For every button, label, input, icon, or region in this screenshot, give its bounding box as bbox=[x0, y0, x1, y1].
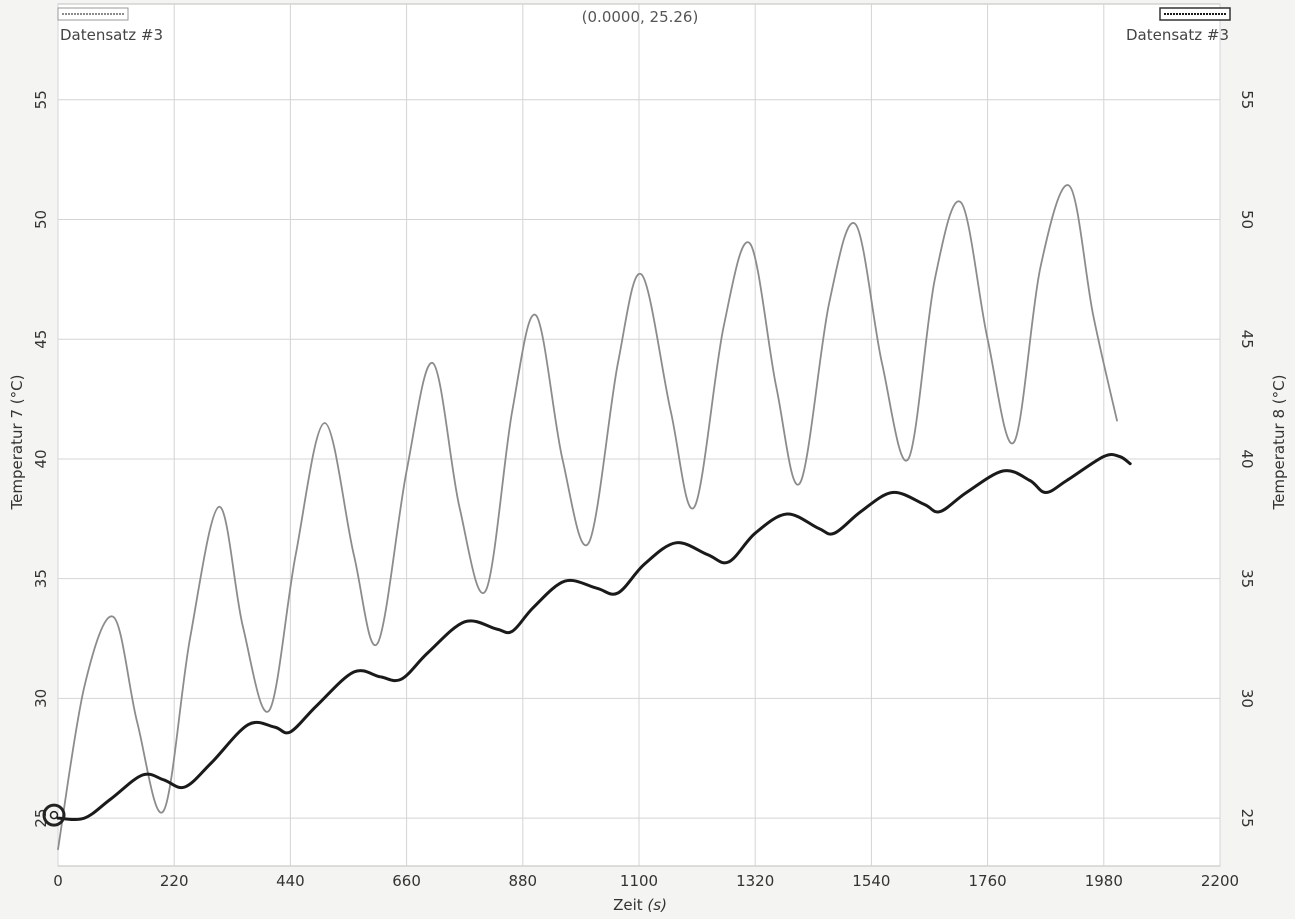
series-group bbox=[56, 184, 1132, 851]
legend-right-label: Datensatz #3 bbox=[1126, 26, 1229, 44]
x-tick-label: 2200 bbox=[1201, 872, 1239, 890]
x-axis-title: Zeit (s) bbox=[613, 896, 667, 914]
x-axis-unit: (s) bbox=[647, 896, 667, 914]
series-line-temperatur-7 bbox=[57, 184, 1118, 851]
x-tick-label: 660 bbox=[392, 872, 421, 890]
y-tick-label-right: 40 bbox=[1238, 449, 1256, 468]
y-tick-label-right: 30 bbox=[1238, 689, 1256, 708]
tick-labels: 0 220 440 660 880 1100 1320 1540 1760 1980 2200 25 2… bbox=[32, 90, 1256, 890]
x-tick-label: 1540 bbox=[852, 872, 890, 890]
x-tick-label: 220 bbox=[160, 872, 189, 890]
grid bbox=[57, 4, 1221, 866]
x-tick-label: 1100 bbox=[620, 872, 658, 890]
series-line-temperatur-8 bbox=[56, 452, 1132, 822]
x-tick-label: 1760 bbox=[969, 872, 1007, 890]
y-axis-left-title: Temperatur 7 (°C) bbox=[8, 375, 26, 511]
x-tick-label: 1980 bbox=[1085, 872, 1123, 890]
x-tick-label: 880 bbox=[508, 872, 537, 890]
y-tick-label-left: 35 bbox=[32, 569, 50, 588]
y-tick-label-left: 45 bbox=[32, 330, 50, 349]
x-tick-label: 440 bbox=[276, 872, 305, 890]
y-tick-label-left: 55 bbox=[32, 90, 50, 109]
y-tick-label-left: 40 bbox=[32, 449, 50, 468]
y-tick-label-right: 35 bbox=[1238, 569, 1256, 588]
y-tick-label-right: 55 bbox=[1238, 90, 1256, 109]
x-tick-label: 0 bbox=[53, 872, 63, 890]
y-tick-label-left: 25 bbox=[32, 809, 50, 828]
y-tick-label-right: 25 bbox=[1238, 809, 1256, 828]
y-tick-label-right: 45 bbox=[1238, 330, 1256, 349]
cursor-marker-ring bbox=[42, 803, 66, 827]
cursor-marker-center bbox=[49, 810, 59, 820]
x-tick-label: 1320 bbox=[736, 872, 774, 890]
y-axis-right-title: Temperatur 8 (°C) bbox=[1270, 375, 1288, 511]
y-tick-label-left: 50 bbox=[32, 210, 50, 229]
y-tick-label-right: 50 bbox=[1238, 210, 1256, 229]
legend-left[interactable]: Datensatz #3 bbox=[57, 7, 163, 44]
y-tick-label-left: 30 bbox=[32, 689, 50, 708]
coordinate-readout: (0.0000, 25.26) bbox=[582, 8, 699, 26]
legend-right[interactable]: Datensatz #3 bbox=[1126, 7, 1231, 44]
legend-left-label: Datensatz #3 bbox=[60, 26, 163, 44]
cursor-marker[interactable] bbox=[42, 803, 66, 827]
x-axis-title-text: Zeit bbox=[613, 896, 643, 914]
